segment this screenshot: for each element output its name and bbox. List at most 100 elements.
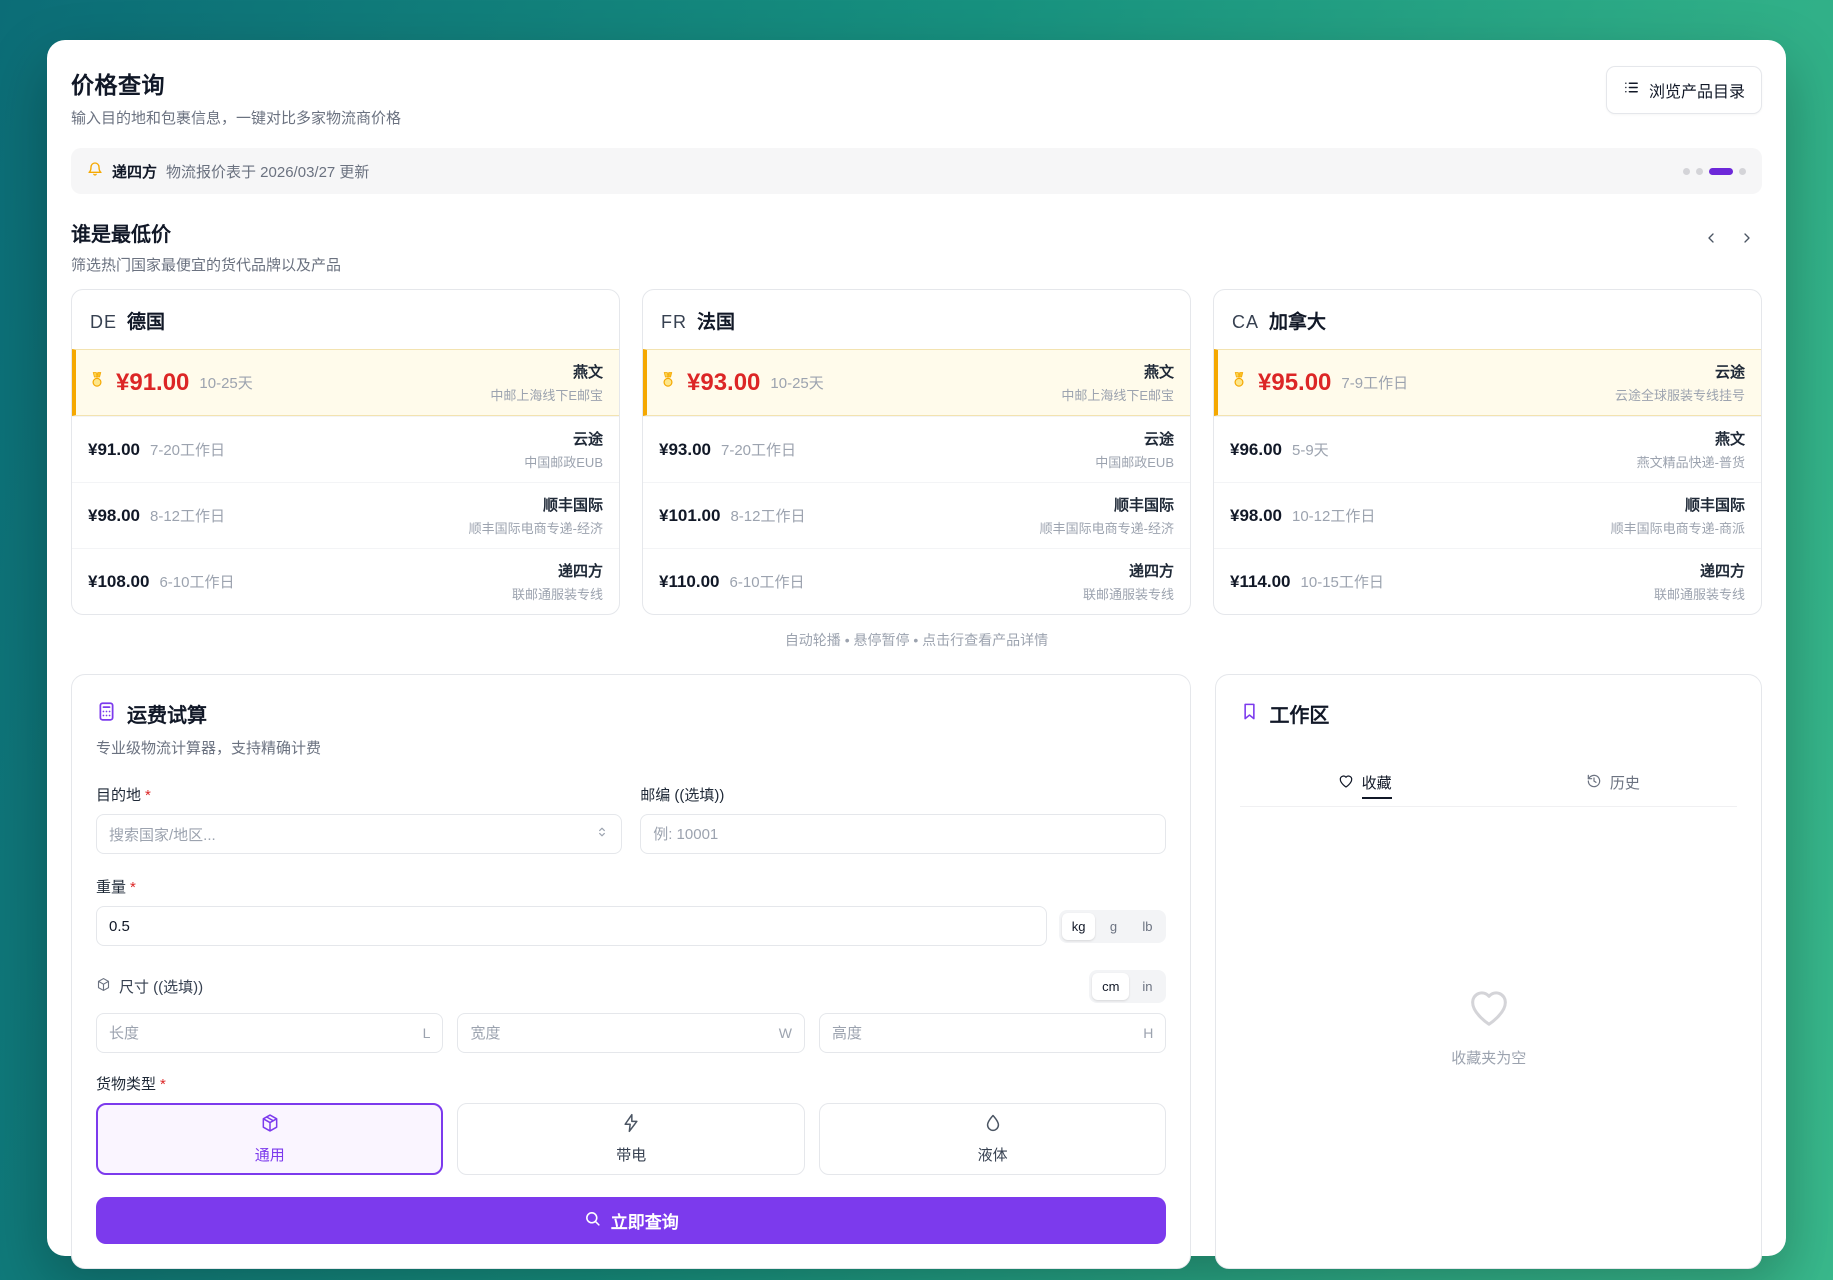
country-card-fr: FR 法国 ¥93.00 10-25天 燕文 中邮上海线下E邮宝 ¥93.00 … [642, 289, 1191, 615]
price-row[interactable]: ¥96.00 5-9天 燕文 燕文精品快递-普货 [1214, 416, 1761, 482]
unit-in-button[interactable]: in [1131, 973, 1163, 1000]
price-row[interactable]: ¥98.00 8-12工作日 顺丰国际 顺丰国际电商专递-经济 [72, 482, 619, 548]
price-row[interactable]: ¥91.00 7-20工作日 云途 中国邮政EUB [72, 416, 619, 482]
workspace-title-row: 工作区 [1240, 699, 1737, 728]
browse-catalog-button[interactable]: 浏览产品目录 [1605, 66, 1762, 114]
country-card-header: CA 加拿大 [1214, 290, 1761, 349]
carrier-product: 联邮通服装专线 [1653, 587, 1745, 602]
price-row-best[interactable]: ¥95.00 7-9工作日 云途 云途全球服装专线挂号 [1214, 349, 1761, 416]
calculator-icon [96, 701, 117, 727]
cargo-option-liquid[interactable]: 液体 [818, 1103, 1167, 1175]
carrier-product: 中邮上海线下E邮宝 [490, 388, 603, 403]
tab-history[interactable]: 历史 [1489, 772, 1737, 806]
carrier-product: 联邮通服装专线 [1082, 587, 1174, 602]
carrier-product: 联邮通服装专线 [511, 587, 603, 602]
country-card-de: DE 德国 ¥91.00 10-25天 燕文 中邮上海线下E邮宝 ¥91.00 … [71, 289, 620, 615]
country-name: 德国 [127, 312, 166, 333]
calculator-subtitle: 专业级物流计算器，支持精确计费 [96, 740, 322, 757]
price: ¥114.00 [1230, 571, 1291, 591]
height-input[interactable] [831, 1024, 1144, 1042]
length-suffix: L [422, 1025, 431, 1041]
best-price: ¥95.00 [1258, 368, 1332, 396]
price: ¥110.00 [659, 571, 720, 591]
section-subtitle: 筛选热门国家最便宜的货代品牌以及产品 [71, 257, 342, 274]
carrier-product: 顺丰国际电商专递-经济 [468, 521, 603, 536]
carousel-dot[interactable] [1683, 167, 1690, 175]
price: ¥98.00 [88, 505, 140, 525]
cargo-option-label: 通用 [254, 1147, 285, 1164]
cargo-option-battery[interactable]: 带电 [457, 1103, 805, 1175]
country-code: FR [661, 312, 687, 332]
price-row[interactable]: ¥114.00 10-15工作日 递四方 联邮通服装专线 [1214, 548, 1761, 614]
tab-history-label: 历史 [1609, 775, 1640, 792]
carrier-product: 云途全球服装专线挂号 [1614, 388, 1745, 403]
carrier-brand: 云途 [572, 431, 603, 448]
browse-catalog-label: 浏览产品目录 [1648, 84, 1745, 101]
page-title: 价格查询 [71, 72, 165, 98]
weight-unit-toggle: kg g lb [1058, 909, 1167, 943]
price-row[interactable]: ¥101.00 8-12工作日 顺丰国际 顺丰国际电商专递-经济 [643, 482, 1190, 548]
unit-lb-button[interactable]: lb [1131, 913, 1163, 940]
carrier-brand: 顺丰国际 [1113, 497, 1174, 514]
lowest-price-header: 谁是最低价 筛选热门国家最便宜的货代品牌以及产品 [71, 218, 1762, 275]
price: ¥108.00 [88, 571, 150, 591]
carousel-dot-active[interactable] [1709, 167, 1733, 175]
carrier-brand: 顺丰国际 [1684, 497, 1745, 514]
country-code: DE [90, 312, 118, 332]
cargo-option-general[interactable]: 通用 [96, 1103, 444, 1175]
destination-select[interactable]: 搜索国家/地区... [96, 814, 623, 854]
price-row[interactable]: ¥98.00 10-12工作日 顺丰国际 顺丰国际电商专递-商派 [1214, 482, 1761, 548]
price-row[interactable]: ¥93.00 7-20工作日 云途 中国邮政EUB [643, 416, 1190, 482]
delivery-time: 5-9天 [1292, 442, 1329, 459]
country-card-header: DE 德国 [72, 290, 619, 349]
price: ¥91.00 [88, 439, 140, 459]
weight-input[interactable] [96, 906, 1047, 946]
country-card-ca: CA 加拿大 ¥95.00 7-9工作日 云途 云途全球服装专线挂号 ¥96.0… [1213, 289, 1762, 615]
chevron-updown-icon [595, 825, 609, 843]
next-button[interactable] [1732, 224, 1762, 252]
cube-icon [96, 977, 111, 996]
price-row[interactable]: ¥110.00 6-10工作日 递四方 联邮通服装专线 [643, 548, 1190, 614]
required-mark: * [160, 1076, 166, 1093]
tab-favorites-label: 收藏 [1361, 772, 1392, 799]
carrier-product: 顺丰国际电商专递-商派 [1610, 521, 1745, 536]
postcode-input[interactable] [640, 814, 1167, 854]
height-field: H [818, 1013, 1167, 1053]
carousel-dot[interactable] [1739, 167, 1746, 175]
price: ¥93.00 [659, 439, 711, 459]
width-suffix: W [778, 1025, 792, 1041]
price-row-best[interactable]: ¥93.00 10-25天 燕文 中邮上海线下E邮宝 [643, 349, 1190, 416]
width-input[interactable] [470, 1024, 779, 1042]
empty-state-text: 收藏夹为空 [1451, 1049, 1527, 1067]
carousel-hint: 自动轮播 • 悬停暂停 • 点击行查看产品详情 [784, 632, 1049, 648]
bookmark-icon [1240, 702, 1259, 726]
carrier-brand: 燕文 [1143, 364, 1174, 381]
carrier-brand: 燕文 [572, 364, 603, 381]
destination-placeholder: 搜索国家/地区... [109, 826, 216, 844]
carrier-brand: 顺丰国际 [542, 497, 603, 514]
required-mark: * [145, 787, 151, 804]
carrier-product: 顺丰国际电商专递-经济 [1039, 521, 1174, 536]
delivery-time: 6-10工作日 [729, 574, 805, 591]
tab-favorites[interactable]: 收藏 [1240, 772, 1488, 806]
main-card: 价格查询 输入目的地和包裹信息，一键对比多家物流商价格 浏览产品目录 递四方 物… [47, 40, 1786, 1269]
query-now-button[interactable]: 立即查询 [96, 1197, 1167, 1244]
cargo-option-label: 带电 [616, 1147, 647, 1164]
country-name: 加拿大 [1269, 312, 1327, 333]
carousel-dot[interactable] [1696, 167, 1703, 175]
country-code: CA [1232, 312, 1260, 332]
carrier-brand: 递四方 [1128, 563, 1174, 580]
unit-kg-button[interactable]: kg [1061, 912, 1096, 940]
bottom-section: 运费试算 专业级物流计算器，支持精确计费 目的地 * 搜索国家/地区... 邮编 … [71, 674, 1762, 1269]
weight-label: 重量 [96, 879, 127, 896]
unit-cm-button[interactable]: cm [1092, 973, 1130, 1000]
price-row[interactable]: ¥108.00 6-10工作日 递四方 联邮通服装专线 [72, 548, 619, 614]
price-row-best[interactable]: ¥91.00 10-25天 燕文 中邮上海线下E邮宝 [72, 349, 619, 416]
unit-g-button[interactable]: g [1097, 913, 1129, 940]
query-now-label: 立即查询 [610, 1213, 679, 1232]
favorites-empty-state: 收藏夹为空 [1240, 807, 1737, 1244]
length-input[interactable] [109, 1024, 423, 1042]
prev-button[interactable] [1696, 224, 1726, 252]
carrier-brand: 燕文 [1714, 431, 1745, 448]
country-cards: DE 德国 ¥91.00 10-25天 燕文 中邮上海线下E邮宝 ¥91.00 … [71, 289, 1762, 615]
